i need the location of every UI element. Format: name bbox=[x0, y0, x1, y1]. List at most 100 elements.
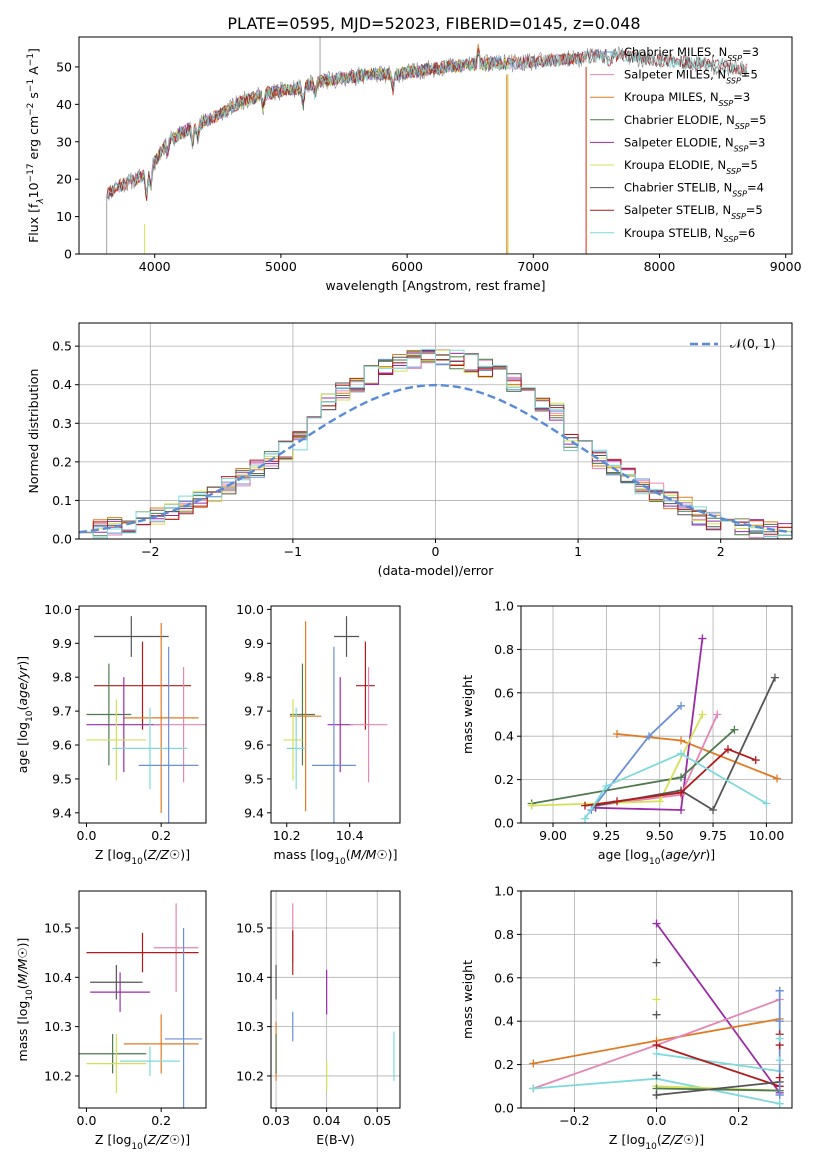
y-tick-label: 0.3 bbox=[52, 416, 72, 431]
y-axis-label: Normed distribution bbox=[26, 369, 41, 494]
plus-marker bbox=[529, 1084, 538, 1093]
legend-label: Salpeter ELODIE, N bbox=[624, 135, 734, 149]
plus-marker bbox=[770, 673, 779, 682]
legend-gaussian: 𝒩(0, 1) bbox=[730, 336, 776, 351]
axes-frame bbox=[78, 36, 793, 255]
error-bar-point bbox=[120, 1046, 180, 1076]
plus-marker bbox=[527, 801, 536, 810]
plus-marker bbox=[652, 919, 661, 928]
legend-equals: = bbox=[746, 203, 756, 217]
x-tick-label: 0.05 bbox=[363, 1113, 391, 1128]
y-axis-label: Flux [fλ10−17 erg cm−2 s−1 A−1] bbox=[26, 48, 46, 243]
residual-histogram bbox=[79, 349, 792, 539]
y-tick-label: 0.2 bbox=[52, 454, 72, 469]
y-axis-label: mass [log10(M/M☉)] bbox=[15, 938, 35, 1062]
x-axis-label: age [log10(age/yr)] bbox=[598, 847, 715, 867]
x-tick-label: 9.00 bbox=[539, 828, 567, 843]
x-tick-label: 2 bbox=[717, 544, 725, 559]
legend-nssp: 3 bbox=[758, 135, 765, 149]
x-tick-label: 9.75 bbox=[699, 828, 727, 843]
y-tick-label: 10.4 bbox=[44, 970, 72, 985]
plus-marker bbox=[709, 805, 718, 814]
y-axis-label: age [log10(age/yr)] bbox=[15, 656, 35, 773]
legend-nssp: 5 bbox=[750, 158, 757, 172]
legend-nssp: 5 bbox=[750, 68, 757, 82]
y-tick-label: 0 bbox=[64, 247, 72, 262]
plus-marker bbox=[613, 797, 622, 806]
plus-marker bbox=[723, 745, 732, 754]
error-bar-point bbox=[327, 677, 353, 773]
weight-line bbox=[656, 1081, 780, 1096]
legend-label: Chabrier STELIB, N bbox=[624, 181, 732, 195]
plus-marker bbox=[677, 788, 686, 797]
plus-marker bbox=[775, 1056, 784, 1065]
legend-nssp: 6 bbox=[748, 226, 755, 240]
error-bar-point bbox=[283, 699, 303, 781]
y-tick-label: 9.9 bbox=[244, 636, 264, 651]
error-bar-point bbox=[86, 699, 147, 781]
y-tick-label: 10.3 bbox=[44, 1019, 72, 1034]
x-tick-label: 0.2 bbox=[729, 1113, 749, 1128]
plus-marker bbox=[529, 1059, 538, 1068]
plus-marker bbox=[581, 814, 590, 823]
mass-vs-ebv-panel: 0.03 0.04 0.05 10.2 10.3 10.4 10.5 E(B-V) bbox=[236, 890, 401, 1147]
legend-equals: = bbox=[748, 135, 758, 149]
legend-nssp: 4 bbox=[757, 181, 764, 195]
y-tick-label: 9.8 bbox=[244, 670, 264, 685]
x-tick-label: 4000 bbox=[139, 259, 171, 274]
y-axis-label: mass weight bbox=[460, 675, 475, 754]
x-tick-label: 10.2 bbox=[273, 828, 301, 843]
weight-series bbox=[613, 730, 782, 783]
error-bar-point bbox=[355, 641, 375, 730]
y-tick-label: 9.6 bbox=[244, 738, 264, 753]
legend-entry: Salpeter STELIB, NSSP=5 bbox=[624, 203, 763, 221]
error-bar-point bbox=[153, 667, 206, 783]
residual-legend: 𝒩(0, 1) bbox=[690, 336, 776, 351]
error-bar-point bbox=[90, 972, 150, 1012]
y-tick-label: 0.0 bbox=[494, 816, 514, 831]
figure-title: PLATE=0595, MJD=52023, FIBERID=0145, z=0… bbox=[227, 14, 640, 33]
plus-marker bbox=[581, 801, 590, 810]
y-tick-label: 0.0 bbox=[52, 532, 72, 547]
x-tick-label: −0.2 bbox=[559, 1113, 589, 1128]
y-tick-label: 10.0 bbox=[44, 602, 72, 617]
legend-entry: Salpeter ELODIE, NSSP=3 bbox=[624, 135, 765, 153]
x-tick-label: 0.2 bbox=[151, 1113, 171, 1128]
y-tick-label: 1.0 bbox=[494, 599, 514, 614]
plus-marker bbox=[645, 732, 654, 741]
error-bar-point bbox=[93, 641, 192, 730]
legend-nssp: 5 bbox=[759, 113, 766, 127]
plus-marker bbox=[652, 995, 661, 1004]
model-spectrum bbox=[106, 49, 748, 199]
plus-marker bbox=[613, 730, 622, 739]
plus-marker bbox=[698, 710, 707, 719]
legend-equals: = bbox=[747, 181, 757, 195]
y-tick-label: 9.5 bbox=[52, 771, 72, 786]
y-tick-label: 9.7 bbox=[52, 704, 72, 719]
legend-equals: = bbox=[738, 226, 748, 240]
legend-label: Chabrier ELODIE, N bbox=[624, 113, 735, 127]
y-tick-label: 10.2 bbox=[236, 1068, 264, 1083]
legend-subscript: SSP bbox=[727, 54, 742, 63]
error-bar-point bbox=[90, 964, 143, 1000]
plus-marker bbox=[652, 958, 661, 967]
y-tick-label: 0.1 bbox=[52, 493, 72, 508]
weight-line bbox=[655, 922, 781, 1094]
legend-subscript: SSP bbox=[732, 189, 747, 198]
y-tick-label: 20 bbox=[56, 172, 72, 187]
legend-equals: = bbox=[741, 68, 751, 82]
x-axis-label: Z [log10(Z/Z☉)] bbox=[95, 1132, 190, 1152]
y-tick-label: 10.3 bbox=[236, 1019, 264, 1034]
plus-marker bbox=[773, 774, 782, 783]
x-tick-label: 9000 bbox=[770, 259, 802, 274]
y-axis-label: mass weight bbox=[460, 960, 475, 1039]
y-tick-label: 9.7 bbox=[244, 704, 264, 719]
legend-nssp: 3 bbox=[752, 45, 759, 59]
legend-entry: Chabrier ELODIE, NSSP=5 bbox=[624, 113, 766, 131]
x-axis-label: Z [log10(Z/Z☉)] bbox=[95, 847, 190, 867]
y-tick-label: 0.4 bbox=[494, 729, 514, 744]
x-tick-label: 9.50 bbox=[646, 828, 674, 843]
x-tick-label: 6000 bbox=[391, 259, 423, 274]
